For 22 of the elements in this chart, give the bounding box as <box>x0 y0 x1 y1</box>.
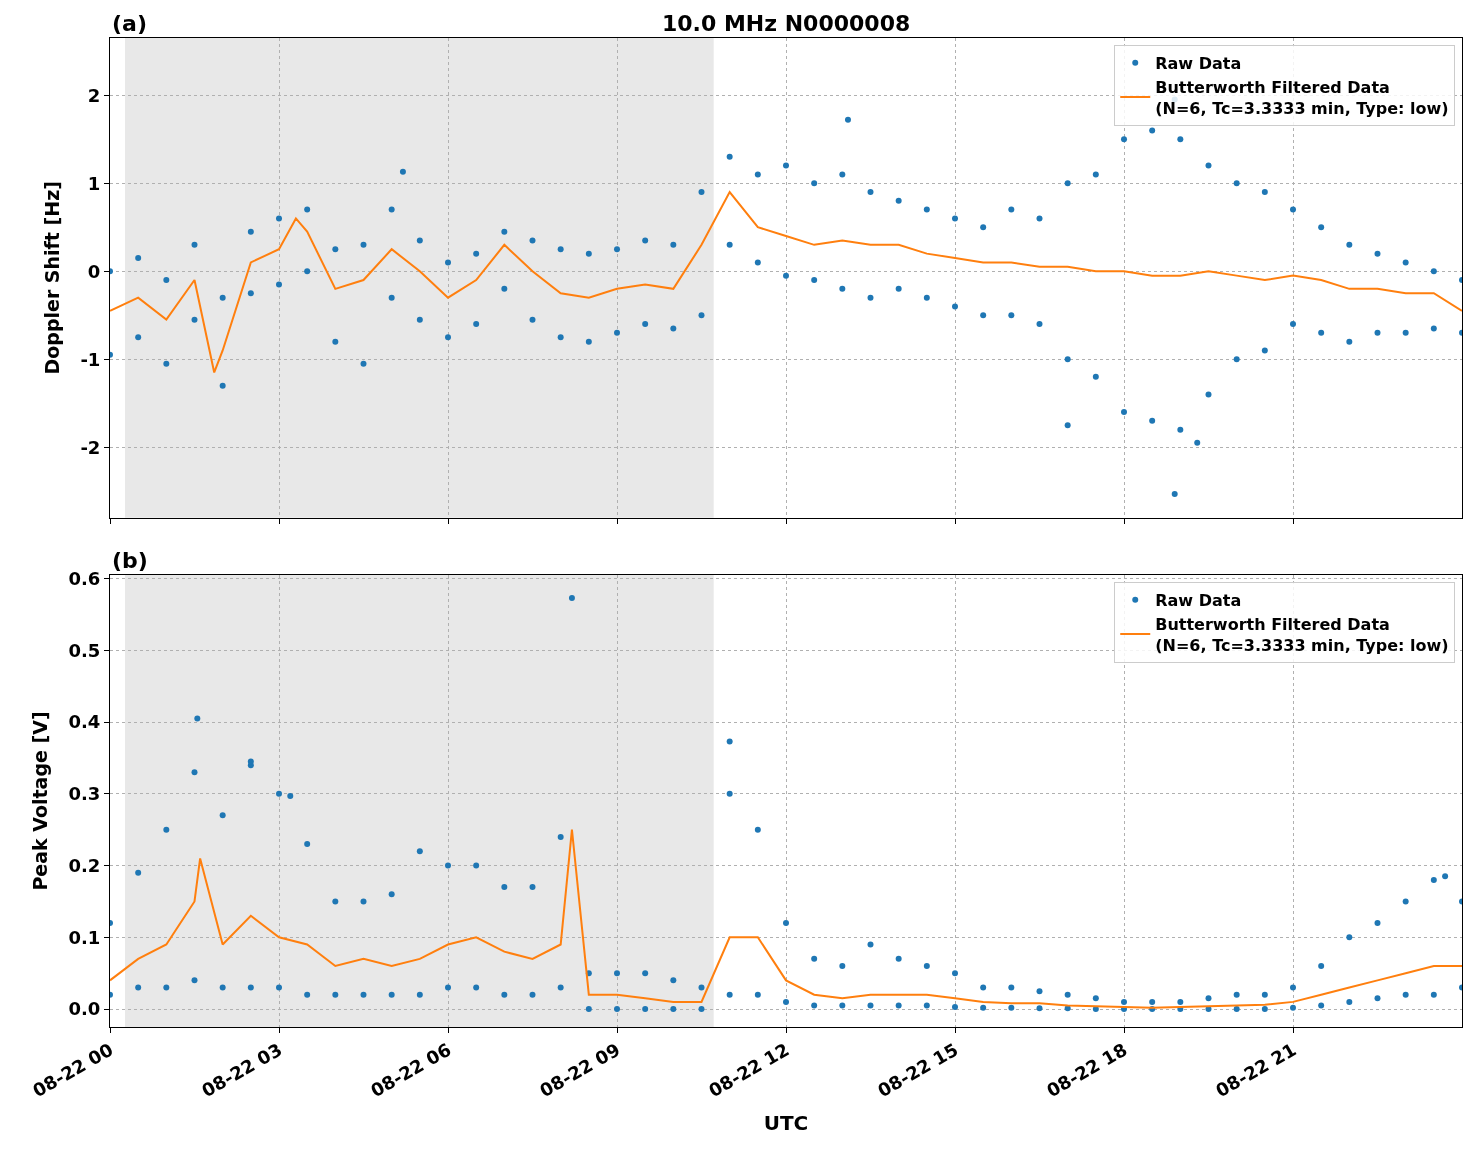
y-tick-label: 0.0 <box>68 998 101 1020</box>
y-tick-label: -1 <box>80 348 101 370</box>
chart-title: 10.0 MHz N0000008 <box>662 11 911 36</box>
y-tick-label: 1 <box>87 172 101 194</box>
chart-subtitle: (a) <box>112 11 147 36</box>
y-axis-title: Peak Voltage [V] <box>29 711 52 891</box>
y-tick-label: 0.1 <box>68 926 101 948</box>
legend-label: Butterworth Filtered Data (N=6, Tc=3.3333 min, Type: low) <box>1155 614 1449 655</box>
y-tick-label: 0.2 <box>68 854 101 876</box>
legend-label: Raw Data <box>1155 54 1242 74</box>
y-axis-title: Doppler Shift [Hz] <box>41 181 64 375</box>
y-tick-label: 0.3 <box>68 783 101 805</box>
y-tick-label: -2 <box>80 436 101 458</box>
chart-subtitle: (b) <box>112 548 148 573</box>
legend-label: Butterworth Filtered Data (N=6, Tc=3.3333 min, Type: low) <box>1155 77 1449 118</box>
legend-label: Raw Data <box>1155 591 1242 611</box>
y-tick-label: 0 <box>87 260 101 282</box>
y-tick-label: 0.6 <box>68 567 101 589</box>
y-tick-label: 2 <box>87 84 101 106</box>
y-tick-label: 0.5 <box>68 639 101 661</box>
y-tick-label: 0.4 <box>68 711 101 733</box>
x-axis-title: UTC <box>763 1110 809 1135</box>
